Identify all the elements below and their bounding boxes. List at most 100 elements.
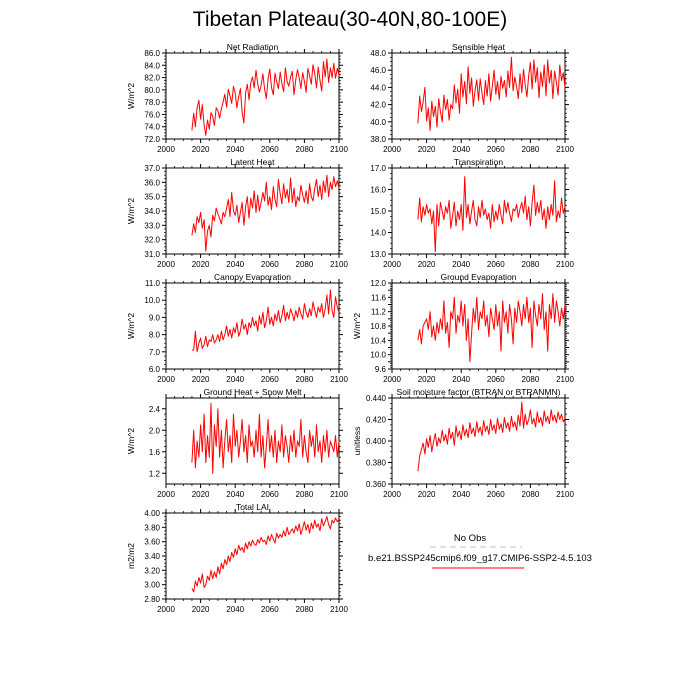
y-tick-label: 2.80	[144, 595, 160, 604]
x-tick-label: 2000	[383, 145, 401, 154]
x-tick-label: 2040	[226, 260, 244, 269]
y-tick-label: 2.0	[149, 426, 161, 435]
y-tick-label: 32.0	[144, 236, 160, 245]
series-line-sensible-heat	[417, 56, 566, 131]
y-tick-label: 9.0	[149, 313, 161, 322]
panel-title: Net Radiation	[227, 42, 279, 52]
x-tick-label: 2080	[522, 145, 540, 154]
x-tick-label: 2060	[261, 145, 279, 154]
x-tick-label: 2000	[383, 490, 401, 499]
x-tick-label: 2040	[452, 375, 470, 384]
y-tick-label: 10.8	[370, 322, 386, 331]
y-tick-label: 1.2	[149, 469, 161, 478]
y-tick-label: 16.0	[370, 186, 386, 195]
y-tick-label: 11.0	[145, 279, 161, 288]
x-tick-label: 2060	[261, 490, 279, 499]
x-tick-label: 2000	[157, 375, 175, 384]
x-tick-label: 2020	[418, 260, 436, 269]
x-tick-label: 2020	[192, 375, 210, 384]
x-tick-label: 2040	[452, 260, 470, 269]
y-tick-label: 40.0	[370, 118, 386, 127]
x-tick-label: 2020	[192, 490, 210, 499]
y-axis-label: W/m^2	[126, 83, 136, 109]
y-axis-label: W/m^2	[352, 313, 362, 339]
x-tick-label: 2080	[296, 260, 314, 269]
y-tick-label: 74.0	[144, 123, 160, 132]
x-tick-label: 2040	[226, 490, 244, 499]
panel-title: Canopy Evaporation	[214, 272, 291, 282]
panel-title: Latent Heat	[231, 157, 276, 167]
y-tick-label: 33.0	[144, 221, 160, 230]
y-tick-label: 80.0	[144, 86, 160, 95]
y-tick-label: 48.0	[370, 49, 386, 58]
plot-frame	[165, 282, 340, 370]
y-tick-label: 3.00	[144, 581, 160, 590]
x-tick-label: 2020	[192, 260, 210, 269]
panel-title: Ground Evaporation	[440, 272, 516, 282]
x-tick-label: 2080	[296, 605, 314, 614]
x-tick-label: 2000	[383, 260, 401, 269]
x-tick-label: 2020	[418, 490, 436, 499]
x-tick-label: 2100	[330, 260, 348, 269]
y-tick-label: 8.0	[149, 331, 161, 340]
x-tick-label: 2020	[192, 605, 210, 614]
x-tick-label: 2100	[556, 490, 574, 499]
x-tick-label: 2100	[556, 145, 574, 154]
panel-latent-heat: Latent Heat W/m^2 2000 2020 2040 2060 2080 2100…	[126, 157, 348, 269]
y-axis-label: m2/m2	[126, 543, 136, 569]
y-tick-label: 3.60	[144, 538, 160, 547]
y-tick-label: 0.400	[366, 437, 387, 446]
plot-frame	[165, 512, 340, 600]
y-tick-label: 82.0	[144, 74, 160, 83]
y-tick-label: 3.80	[144, 523, 160, 532]
x-tick-label: 2040	[226, 375, 244, 384]
y-tick-label: 37.0	[144, 164, 160, 173]
x-tick-label: 2000	[383, 375, 401, 384]
x-tick-label: 2040	[226, 145, 244, 154]
x-tick-label: 2020	[418, 145, 436, 154]
panel-sensible-heat: Sensible Heat 2000 2020 2040 2060 2080 2100 38.…	[370, 42, 574, 154]
x-tick-label: 2100	[330, 490, 348, 499]
series-line-ground-evaporation	[417, 293, 566, 363]
x-tick-label: 2000	[157, 260, 175, 269]
y-tick-label: 9.6	[375, 365, 387, 374]
x-tick-label: 2080	[296, 490, 314, 499]
x-tick-label: 2040	[452, 145, 470, 154]
x-tick-label: 2040	[226, 605, 244, 614]
x-tick-label: 2100	[556, 260, 574, 269]
series-line-ground-heat-snow-melt	[191, 402, 340, 474]
y-axis-label: W/m^2	[126, 428, 136, 454]
x-tick-label: 2060	[487, 490, 505, 499]
series-line-soil-moisture-factor-btran-or-btranmn	[417, 401, 566, 472]
y-tick-label: 31.0	[144, 250, 160, 259]
y-tick-label: 3.40	[144, 552, 160, 561]
panel-total-lai: Total LAI m2/m2 2000 2020 2040 2060 2080 2100 2.…	[126, 502, 348, 614]
x-tick-label: 2100	[330, 145, 348, 154]
panel-title: Transpiration	[454, 157, 504, 167]
panel-net-radiation: Net Radiation W/m^2 2000 2020 2040 2060 2080 21…	[126, 42, 348, 154]
panel-title: Total LAI	[236, 502, 269, 512]
x-tick-label: 2020	[418, 375, 436, 384]
x-tick-label: 2080	[296, 145, 314, 154]
y-axis-label: unitless	[352, 427, 362, 456]
y-tick-label: 0.360	[366, 480, 387, 489]
series-line-canopy-evaporation	[191, 289, 340, 353]
x-tick-label: 2000	[157, 605, 175, 614]
y-tick-label: 38.0	[370, 135, 386, 144]
x-tick-label: 2060	[261, 605, 279, 614]
panel-title: Soil moisture factor (BTRAN or BTRANMN)	[397, 387, 561, 397]
y-tick-label: 4.00	[144, 509, 160, 518]
y-tick-label: 6.0	[149, 365, 161, 374]
y-tick-label: 0.420	[366, 416, 387, 425]
panel-title: Ground Heat + Snow Melt	[203, 387, 302, 397]
y-tick-label: 84.0	[144, 61, 160, 70]
y-tick-label: 86.0	[144, 49, 160, 58]
x-tick-label: 2020	[192, 145, 210, 154]
legend-label-model: b.e21.BSSP245cmip6.f09_g17.CMIP6-SSP2-4.…	[368, 553, 592, 564]
x-tick-label: 2100	[330, 605, 348, 614]
panel-ground-evaporation: Ground Evaporation W/m^2 2000 2020 2040 2060 2…	[352, 272, 574, 384]
y-tick-label: 7.0	[149, 348, 161, 357]
x-tick-label: 2080	[296, 375, 314, 384]
x-tick-label: 2060	[487, 375, 505, 384]
y-tick-label: 0.380	[366, 459, 387, 468]
